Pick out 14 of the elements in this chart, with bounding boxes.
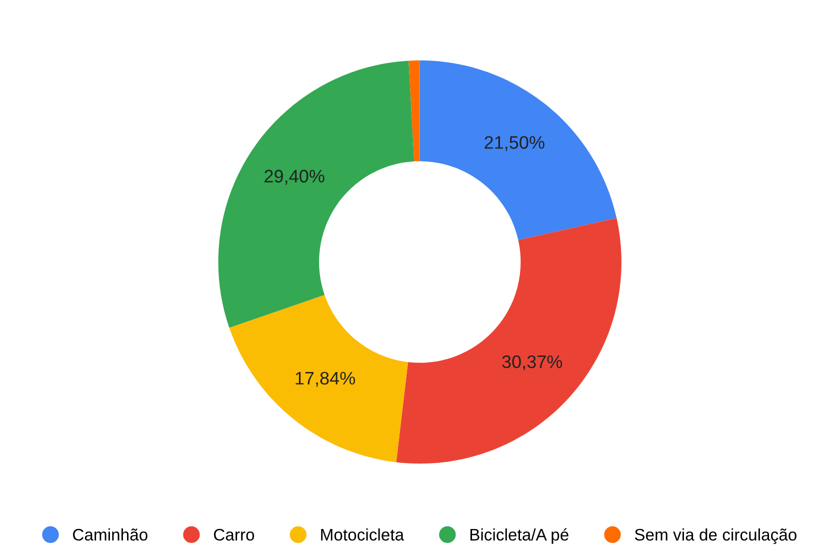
donut-slice [229,294,408,462]
data-label: 17,84% [296,372,356,387]
donut-slice [218,60,414,328]
donut-slice [408,60,420,162]
legend-label: Carro [214,528,254,541]
donut-slice [396,218,622,464]
data-label: 30,37% [502,355,562,370]
data-label: 29,40% [264,170,324,185]
legend-label: Sem via de circulação [634,528,796,544]
donut-slice [420,60,617,240]
legend-label: Bicicleta/A pé [470,528,568,544]
legend-label: Motocicleta [321,528,404,541]
data-label: 21,50% [484,136,544,151]
legend-label: Caminhão [73,528,148,541]
